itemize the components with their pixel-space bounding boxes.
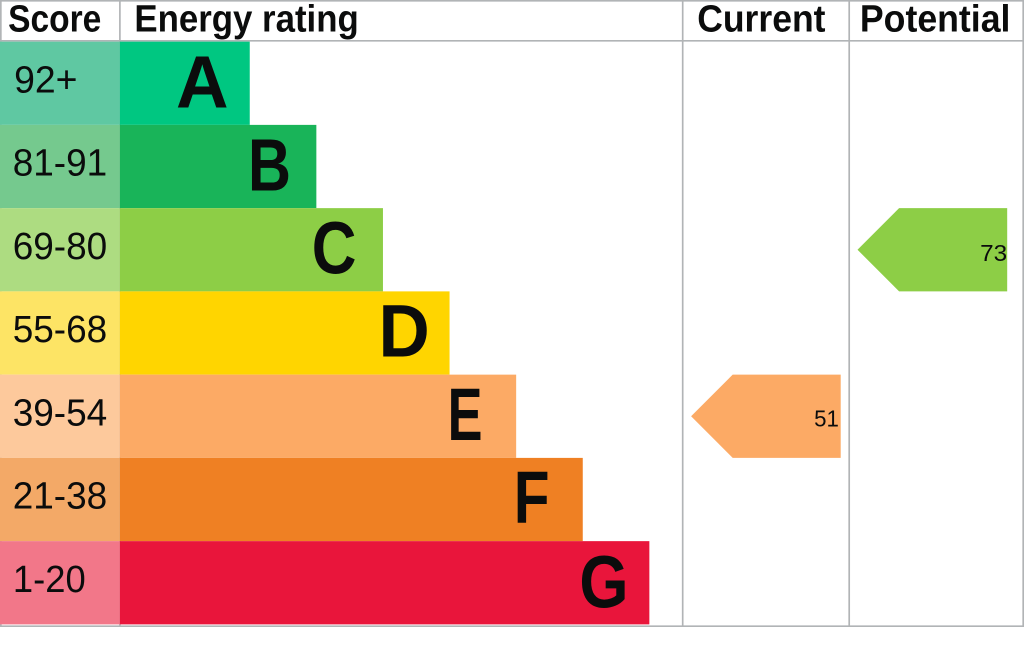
svg-text:Potential: Potential [860, 0, 1011, 41]
svg-text:B: B [248, 123, 291, 206]
svg-text:21-38: 21-38 [13, 476, 108, 518]
svg-text:A: A [176, 41, 229, 124]
svg-text:F: F [514, 456, 550, 539]
svg-text:81-91: 81-91 [13, 143, 108, 185]
svg-text:Energy rating: Energy rating [134, 0, 358, 41]
svg-text:E: E [448, 373, 483, 456]
svg-text:69-80: 69-80 [13, 226, 108, 268]
svg-text:92+: 92+ [14, 59, 77, 101]
svg-text:39-54: 39-54 [13, 392, 108, 434]
svg-text:73: 73 [980, 240, 1007, 266]
svg-text:G: G [579, 540, 628, 623]
svg-text:55-68: 55-68 [13, 309, 108, 351]
svg-text:C: C [312, 206, 357, 289]
svg-text:Score: Score [8, 0, 101, 41]
svg-text:51: 51 [814, 406, 839, 432]
svg-text:Current: Current [697, 0, 826, 41]
svg-text:1-20: 1-20 [13, 559, 86, 601]
svg-text:D: D [379, 290, 430, 373]
